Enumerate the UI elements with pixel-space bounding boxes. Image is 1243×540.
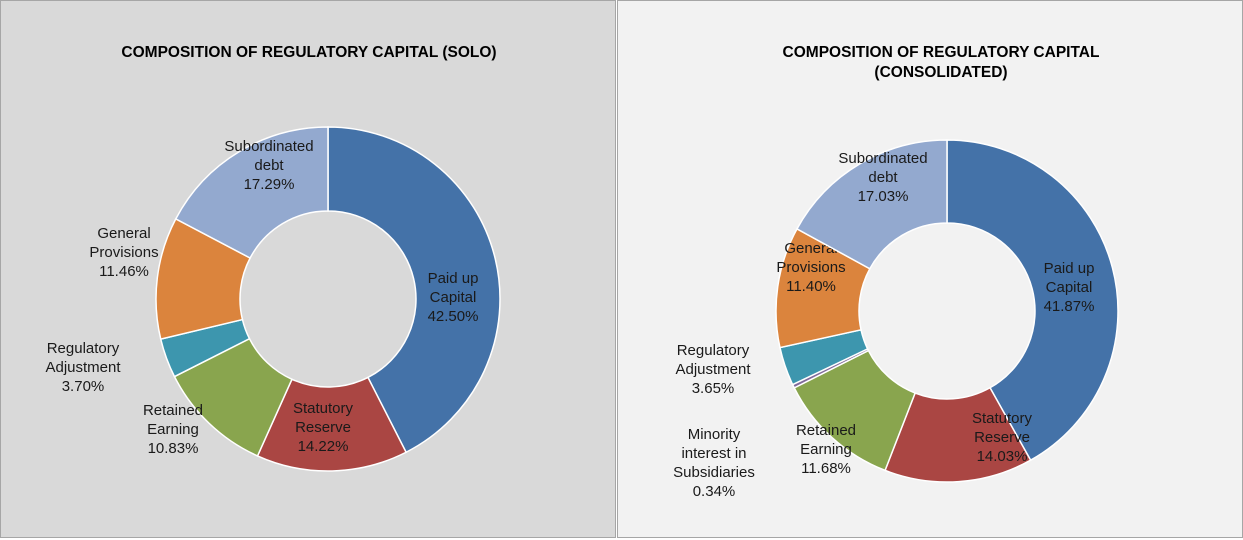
slice-label-category: Subsidiaries [673, 464, 755, 481]
donut-slice [327, 126, 501, 454]
chart-panel: COMPOSITION OF REGULATORY CAPITAL (SOLO)… [0, 0, 616, 538]
slice-label-value: 3.70% [62, 378, 105, 395]
slice-label-category: Reserve [974, 429, 1030, 446]
slice-label-value: 14.22% [298, 438, 349, 455]
slice-label-category: debt [254, 157, 284, 174]
slice-label-value: 14.03% [977, 448, 1028, 465]
chart-panel: COMPOSITION OF REGULATORY CAPITAL (CONSO… [617, 0, 1243, 538]
slice-label-category: Statutory [972, 410, 1033, 427]
slice-label-category: Subordinated [224, 138, 313, 155]
slice-label-value: 3.65% [692, 380, 735, 397]
donut-slice [946, 139, 1119, 462]
slice-label-category: debt [868, 169, 898, 186]
slice-label: Retained Earning 10.83% [143, 402, 203, 457]
slice-label: Paid up Capital 42.50% [428, 270, 479, 325]
slice-label-value: 17.29% [244, 176, 295, 193]
slice-label-category: General [97, 225, 150, 242]
slice-label: Regulatory Adjustment 3.70% [45, 340, 121, 395]
chart-title: COMPOSITION OF REGULATORY CAPITAL (CONSO… [782, 44, 1100, 81]
slice-label-category: Paid up [1044, 260, 1095, 277]
slice-label: Regulatory Adjustment 3.65% [675, 342, 751, 397]
slice-label-category: Minority [688, 426, 741, 443]
slice-label: Subordinated debt 17.29% [224, 138, 313, 193]
slice-label-category: Subordinated [838, 150, 927, 167]
slice-label: Subordinated debt 17.03% [838, 150, 927, 205]
slice-label-value: 10.83% [148, 440, 199, 457]
slice-label-value: 17.03% [858, 188, 909, 205]
slice-label-category: Provisions [776, 259, 845, 276]
slice-label-value: 42.50% [428, 308, 479, 325]
slice-label-category: Retained [143, 402, 203, 419]
slice-label-category: Adjustment [675, 361, 751, 378]
slice-label: General Provisions 11.46% [89, 225, 158, 280]
slice-label-category: Paid up [428, 270, 479, 287]
slice-label: Paid up Capital 41.87% [1044, 260, 1095, 315]
donut-slice [795, 139, 948, 270]
slice-label-value: 0.34% [693, 483, 736, 500]
chart-title: COMPOSITION OF REGULATORY CAPITAL (SOLO) [121, 44, 497, 61]
slice-label-category: Regulatory [47, 340, 120, 357]
slice-label-category: Provisions [89, 244, 158, 261]
slice-label-category: interest in [681, 445, 746, 462]
slice-label: General Provisions 11.40% [776, 240, 845, 295]
slice-label-value: 11.46% [99, 263, 149, 280]
slice-label: Statutory Reserve 14.22% [293, 400, 354, 455]
slice-label: Statutory Reserve 14.03% [972, 410, 1033, 465]
slice-label-category: Adjustment [45, 359, 121, 376]
donut-chart: Paid up Capital 41.87% Statutory Reserve 14.0… [673, 139, 1119, 500]
slice-label-value: 11.68% [801, 460, 851, 477]
slice-label-category: Earning [147, 421, 199, 438]
slice-label: Minority interest in Subsidiaries 0.34% [673, 426, 755, 500]
slice-label-category: Reserve [295, 419, 351, 436]
slice-label-category: Capital [430, 289, 477, 306]
slice-label-category: Retained [796, 422, 856, 439]
donut-chart: Paid up Capital 42.50% Statutory Reserve 14.2… [45, 126, 501, 472]
slice-label: Retained Earning 11.68% [796, 422, 856, 477]
slice-label-value: 11.40% [786, 278, 836, 295]
slice-label-category: Regulatory [677, 342, 750, 359]
slice-label-category: Earning [800, 441, 852, 458]
slice-label-category: Statutory [293, 400, 354, 417]
slice-label-category: Capital [1046, 279, 1093, 296]
donut-slice [174, 126, 329, 260]
slice-label-value: 41.87% [1044, 298, 1095, 315]
